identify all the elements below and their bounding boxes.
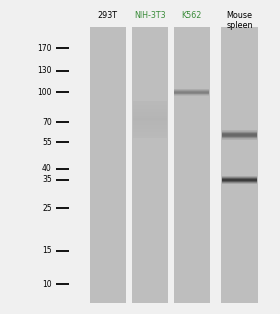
Text: 35: 35 [42,176,52,184]
Bar [222,178,257,179]
Bar [133,118,167,120]
Text: K562: K562 [182,11,202,20]
Bar [221,27,258,303]
Bar [133,136,167,138]
Text: 100: 100 [37,88,52,97]
Bar [222,135,257,136]
Bar [133,131,167,132]
Bar [222,136,257,137]
Bar [133,105,167,107]
Bar [133,125,167,127]
Bar [133,127,167,129]
Text: 130: 130 [37,66,52,75]
Bar [133,134,167,136]
Bar [174,90,209,91]
Text: NIH-3T3: NIH-3T3 [134,11,165,20]
Bar [133,120,167,121]
Bar [222,133,257,134]
Bar [90,27,126,303]
Bar [174,92,209,93]
Bar [133,103,167,105]
Bar [222,177,257,178]
Bar [174,94,209,95]
Text: 170: 170 [37,44,52,53]
Bar [174,91,209,92]
Bar [133,110,167,112]
Bar [133,121,167,123]
Text: 70: 70 [42,118,52,127]
Text: Mouse
spleen: Mouse spleen [226,11,253,30]
Bar [174,89,209,90]
Bar [133,116,167,118]
Bar [222,176,257,177]
Bar [222,180,257,181]
Bar [222,183,257,184]
Bar [222,179,257,180]
Bar [222,138,257,139]
Text: 15: 15 [42,246,52,255]
Bar [222,132,257,133]
Bar [133,109,167,110]
Bar [133,112,167,114]
Bar [133,123,167,125]
Bar [222,182,257,183]
Bar [222,134,257,135]
Bar [133,129,167,131]
Bar [133,114,167,116]
Text: 55: 55 [42,138,52,147]
Bar [133,101,167,103]
Bar [222,130,257,131]
Text: 25: 25 [42,203,52,213]
Text: 293T: 293T [98,11,118,20]
Bar [174,93,209,94]
Bar [174,95,209,96]
Bar [222,131,257,132]
Bar [222,139,257,140]
Bar [222,181,257,182]
Text: 40: 40 [42,164,52,173]
Bar [132,27,168,303]
Text: 10: 10 [42,280,52,289]
Bar [222,137,257,138]
Bar [133,107,167,109]
Bar [133,132,167,134]
Bar [174,27,210,303]
